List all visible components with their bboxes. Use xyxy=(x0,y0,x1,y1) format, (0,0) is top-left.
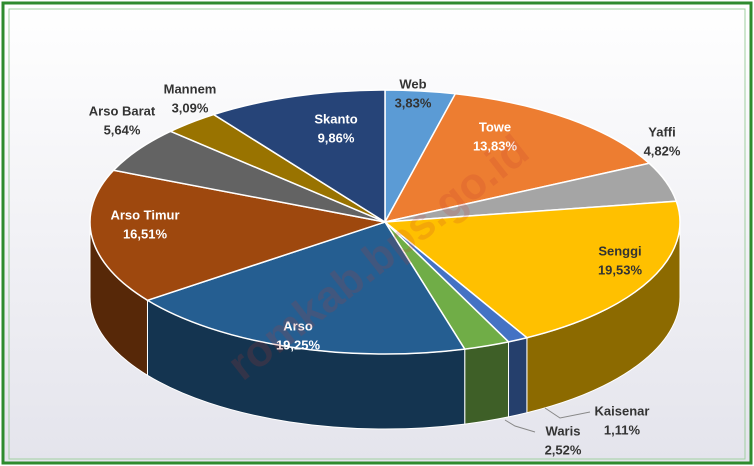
leader-line xyxy=(544,407,591,419)
label-name: Kaisenar xyxy=(595,403,650,418)
label-name: Senggi xyxy=(598,243,641,258)
label-value: 19,53% xyxy=(598,262,643,277)
label-name: Waris xyxy=(546,423,581,438)
label-name: Yaffi xyxy=(648,124,675,139)
slice xyxy=(383,200,681,339)
labels: Web 3,83% Towe 13,83% Yaffi 4,82% Senggi 19,53%… xyxy=(89,76,681,457)
label-name: Arso Timur xyxy=(110,207,179,222)
slice-side xyxy=(464,341,510,425)
label-value: 3,09% xyxy=(172,100,209,115)
label-value: 16,51% xyxy=(123,226,168,241)
slice xyxy=(145,221,466,355)
label-value: 3,83% xyxy=(395,95,432,110)
label-value: 4,82% xyxy=(644,143,681,158)
label-name: Web xyxy=(399,76,426,91)
label-value: 13,83% xyxy=(473,138,518,153)
label-value: 19,25% xyxy=(276,337,321,352)
label-name: Arso Barat xyxy=(89,103,156,118)
slice xyxy=(383,93,651,224)
inner-frame xyxy=(8,8,746,460)
label-value: 2,52% xyxy=(545,442,582,457)
slice-side xyxy=(508,337,528,418)
label-value: 1,11% xyxy=(604,422,641,437)
slice xyxy=(211,89,386,224)
label-name: Mannem xyxy=(164,81,217,96)
slice xyxy=(89,169,388,302)
label-value: 9,86% xyxy=(318,130,355,145)
label-name: Skanto xyxy=(314,111,357,126)
leader-line xyxy=(504,419,536,433)
label-name: Towe xyxy=(479,119,511,134)
pie xyxy=(89,89,681,430)
label-value: 5,64% xyxy=(104,122,141,137)
label-name: Arso xyxy=(283,318,313,333)
